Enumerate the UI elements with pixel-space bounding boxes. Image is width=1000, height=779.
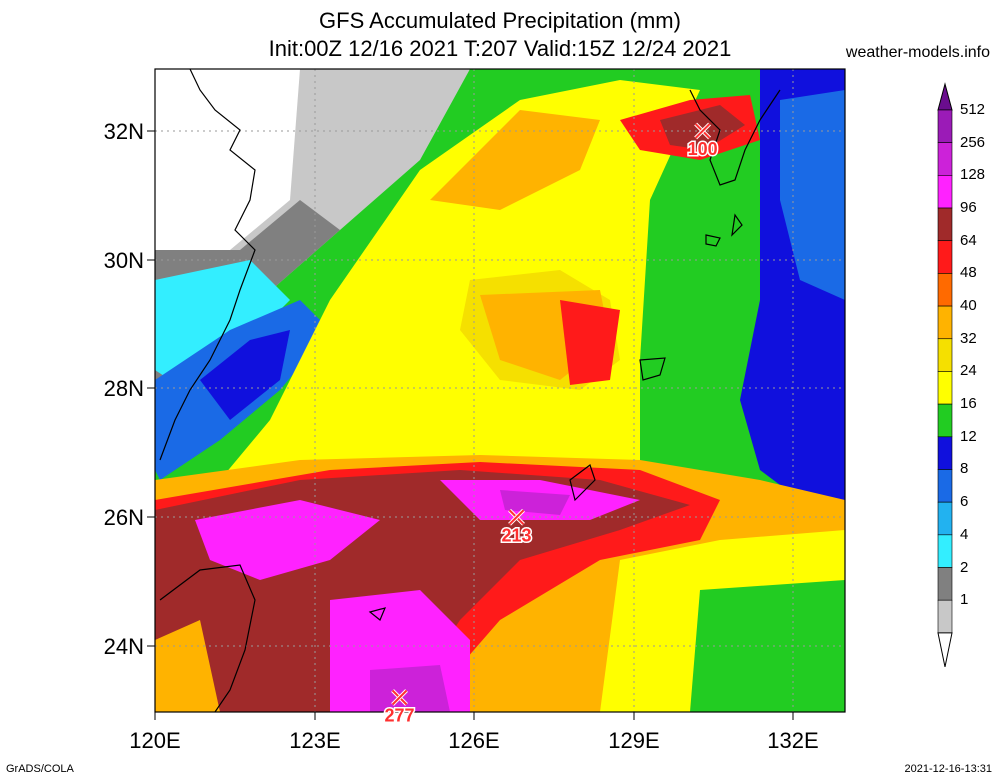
colorbar-label: 40: [960, 297, 977, 315]
source-credit: weather-models.info: [845, 44, 990, 61]
colorbar-label: 64: [960, 231, 977, 249]
map-subtitle: Init:00Z 12/16 2021 T:207 Valid:15Z 12/2…: [268, 36, 732, 61]
colorbar-label: 32: [960, 329, 977, 347]
lon-label: 126E: [448, 728, 500, 753]
coastlines: [159, 69, 781, 712]
footer-timestamp: 2021-12-16-13:31: [904, 763, 992, 775]
max-marker-label: 213: [502, 525, 532, 545]
colorbar-label: 12: [960, 427, 977, 445]
colorbar-swatch: [937, 599, 953, 634]
max-marker: 100: [686, 122, 719, 161]
colorbar-label: 16: [960, 395, 977, 413]
colorbar-swatch: [937, 403, 953, 438]
colorbar-label: 6: [960, 493, 969, 511]
colorbar-label: 24: [960, 362, 977, 380]
colorbar-label: 4: [960, 525, 969, 543]
lat-label: 30N: [103, 248, 144, 273]
colorbar-swatch: [937, 240, 953, 274]
colorbar: [937, 82, 953, 667]
colorbar-swatch: [937, 436, 953, 470]
footer-software: GrADS/COLA: [6, 763, 74, 775]
colorbar-swatch: [937, 175, 953, 209]
max-marker-label: 277: [385, 706, 415, 726]
colorbar-label: 48: [960, 264, 977, 282]
max-markers: 100 213 277: [383, 122, 719, 727]
lon-label: 120E: [129, 728, 181, 753]
lon-label: 129E: [608, 728, 660, 753]
colorbar-label: 128: [960, 166, 986, 184]
map-title: GFS Accumulated Precipitation (mm): [319, 8, 681, 33]
colorbar-label: 1: [960, 591, 969, 609]
colorbar-swatch: [937, 501, 953, 536]
max-marker-label: 100: [688, 139, 718, 159]
colorbar-swatch: [937, 338, 953, 372]
colorbar-label: 8: [960, 460, 969, 478]
plot-frame: [154, 68, 846, 713]
graticule: [155, 69, 845, 712]
precip-field: [155, 69, 845, 712]
lat-label: 26N: [103, 505, 144, 530]
colorbar-swatch: [937, 273, 953, 307]
colorbar-swatch: [937, 371, 953, 405]
lat-label: 32N: [103, 119, 144, 144]
lat-label: 24N: [103, 634, 144, 659]
colorbar-label: 2: [960, 558, 969, 576]
colorbar-swatch: [937, 207, 953, 242]
max-marker: 213: [500, 508, 533, 547]
colorbar-top-arrow: [937, 82, 953, 111]
colorbar-label: 96: [960, 199, 977, 217]
colorbar-swatch: [937, 534, 953, 568]
colorbar-swatch: [937, 567, 953, 601]
max-marker: 277: [383, 689, 416, 727]
axis-ticks: [147, 130, 794, 720]
colorbar-swatch: [937, 469, 953, 503]
colorbar-swatch: [937, 142, 953, 176]
colorbar-swatch: [937, 109, 953, 143]
lon-label: 132E: [767, 728, 819, 753]
colorbar-bottom-arrow: [937, 632, 953, 667]
colorbar-swatch: [937, 305, 953, 340]
colorbar-label: 512: [960, 101, 986, 118]
colorbar-label: 256: [960, 133, 986, 151]
lon-label: 123E: [289, 728, 341, 753]
lat-label: 28N: [103, 376, 144, 401]
